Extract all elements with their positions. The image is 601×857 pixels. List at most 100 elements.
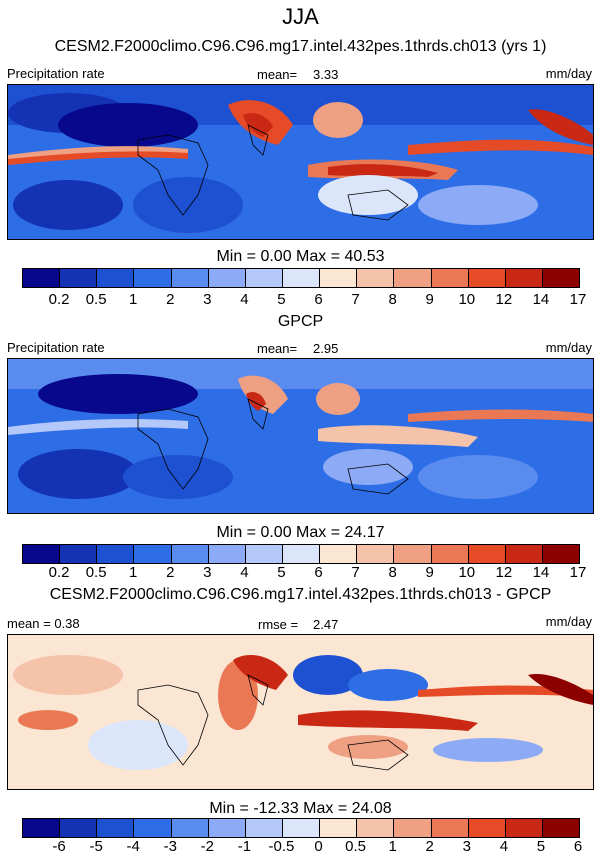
colorbar-tick-label: 5 [277,291,286,308]
panel-diff-stat-value: 2.47 [313,617,339,632]
colorbar-swatch [282,269,321,287]
colorbar-tick-label: 3 [462,838,471,855]
colorbar-swatch [320,269,358,287]
colorbar-tick-label: 7 [351,564,360,581]
colorbar-swatch [468,269,506,287]
colorbar-tick-label: 1 [388,838,397,855]
colorbar-tick-label: 14 [532,564,550,581]
panel-obs-left-label: Precipitation rate [7,340,105,355]
panel-obs-colorbar [22,544,580,564]
colorbar-swatch [320,545,358,563]
colorbar-swatch [245,269,283,287]
colorbar-tick-label: 12 [495,291,513,308]
panel-diff-units: mm/day [545,614,592,629]
colorbar-tick-label: -6 [52,838,66,855]
colorbar-swatch [320,819,358,837]
panel-model-units: mm/day [545,66,592,81]
colorbar-tick-label: 2 [425,838,434,855]
colorbar-swatch [431,269,469,287]
panel-diff-map-svg [8,635,593,789]
colorbar-swatch [505,819,543,837]
panel-model-minmax: Min = 0.00 Max = 40.53 [216,248,385,265]
panel-diff-colorbar-labels: -6 -5 -4 -3 -2 -1 -0.5 0 0.5 1 2 3 4 5 6 [22,838,582,856]
colorbar-tick-label: -5 [89,838,103,855]
panel-obs-minmax: Min = 0.00 Max = 24.17 [216,524,385,541]
colorbar-tick-label: 0.5 [85,291,107,308]
colorbar-swatch [394,545,432,563]
colorbar-tick-label: 9 [425,291,434,308]
colorbar-tick-label: 1 [129,291,138,308]
panel-obs-units: mm/day [545,340,592,355]
panel-obs-map [7,358,594,514]
panel-obs-map-svg [8,359,593,513]
panel-obs-stat-label: mean= [257,341,298,356]
colorbar-swatch [134,819,172,837]
colorbar-swatch [60,269,98,287]
colorbar-tick-label: 6 [314,291,323,308]
colorbar-swatch [134,545,172,563]
panel-model-colorbar [22,268,580,288]
colorbar-swatch [208,269,246,287]
colorbar-swatch [505,545,543,563]
colorbar-tick-label: -3 [163,838,177,855]
panel-obs-title: GPCP [277,313,324,330]
colorbar-swatch [171,269,209,287]
colorbar-swatch [431,545,469,563]
colorbar-tick-label: 0.2 [48,291,70,308]
panel-diff-left-label: mean = 0.38 [7,616,80,631]
colorbar-swatch [97,545,135,563]
colorbar-tick-label: 0 [314,838,323,855]
colorbar-swatch [468,545,506,563]
colorbar-swatch [208,819,246,837]
colorbar-tick-label: 0.5 [85,564,107,581]
colorbar-swatch [505,269,543,287]
colorbar-swatch [542,269,580,287]
colorbar-swatch [468,819,506,837]
colorbar-swatch [23,819,61,837]
panel-model-title: CESM2.F2000climo.C96.C96.mg17.intel.432p… [54,38,547,55]
colorbar-tick-label: 5 [277,564,286,581]
colorbar-tick-label: 2 [166,291,175,308]
colorbar-tick-label: 0.5 [345,838,367,855]
panel-obs-stat-value: 2.95 [313,341,339,356]
colorbar-swatch [394,269,432,287]
colorbar-swatch [23,545,61,563]
colorbar-tick-label: 4 [240,291,249,308]
panel-model-colorbar-labels: 0.2 0.5 1 2 3 4 5 6 7 8 9 10 12 14 17 [22,291,587,309]
panel-model-stat-value: 3.33 [313,67,339,82]
panel-diff-minmax: Min = -12.33 Max = 24.08 [209,800,392,817]
colorbar-swatch [542,545,580,563]
colorbar-swatch [245,819,283,837]
colorbar-tick-label: -0.5 [268,838,295,855]
colorbar-swatch [60,545,98,563]
colorbar-tick-label: 5 [536,838,546,855]
colorbar-swatch [357,269,395,287]
panel-model-stat-label: mean= [257,67,298,82]
panel-diff-map [7,634,594,790]
panel-obs-colorbar-labels: 0.2 0.5 1 2 3 4 5 6 7 8 9 10 12 14 17 [22,564,587,582]
panel-diff-stat-label: rmse = [258,617,299,632]
colorbar-tick-label: 14 [532,291,550,308]
colorbar-tick-label: 17 [569,291,587,308]
colorbar-tick-label: 6 [573,838,583,855]
colorbar-tick-label: 17 [569,564,587,581]
colorbar-swatch [542,819,580,837]
panel-model-map-svg [8,85,593,239]
figure-title: JJA [282,4,319,29]
colorbar-swatch [97,819,135,837]
colorbar-tick-label: -4 [126,838,140,855]
colorbar-tick-label: -2 [200,838,214,855]
colorbar-tick-label: 7 [351,291,360,308]
colorbar-swatch [134,269,172,287]
colorbar-swatch [394,819,432,837]
colorbar-swatch [245,545,283,563]
colorbar-tick-label: 8 [388,564,397,581]
colorbar-tick-label: 4 [240,564,249,581]
colorbar-tick-label: 2 [166,564,175,581]
colorbar-swatch [431,819,469,837]
colorbar-tick-label: 3 [203,564,212,581]
colorbar-swatch [208,545,246,563]
colorbar-swatch [357,545,395,563]
colorbar-tick-label: 12 [495,564,513,581]
colorbar-swatch [282,545,321,563]
